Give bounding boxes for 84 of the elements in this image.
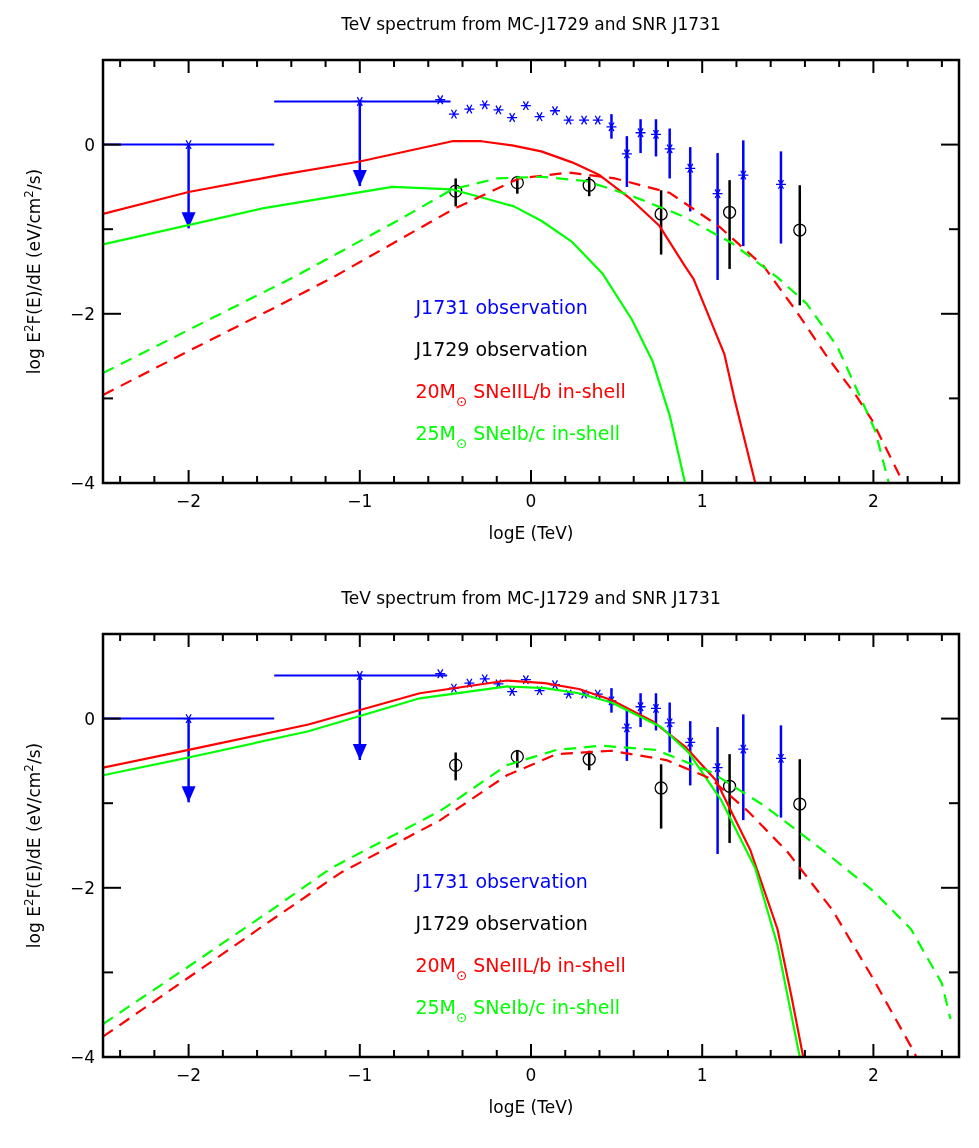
text: 25M$_{⊙}$ SNeIb/c in-shell — [415, 995, 621, 1025]
point — [520, 100, 532, 111]
x-tick-label: 1 — [696, 1065, 708, 1085]
y-tick-label: 0 — [84, 708, 95, 729]
x-tick-label: 0 — [525, 1065, 537, 1085]
y-tick-label: −4 — [69, 1047, 95, 1067]
y-tick-label: −2 — [69, 303, 95, 324]
point — [463, 104, 476, 115]
point — [711, 188, 724, 199]
point — [448, 683, 460, 694]
point — [479, 673, 491, 684]
point — [793, 797, 807, 811]
point — [549, 105, 561, 116]
point — [650, 703, 662, 714]
point — [549, 679, 561, 690]
y-tick-label: −4 — [69, 473, 95, 493]
point — [684, 163, 696, 174]
point — [492, 678, 505, 689]
text: J1731 observation — [414, 295, 588, 318]
point — [634, 127, 647, 138]
point — [711, 762, 724, 773]
point — [664, 143, 676, 154]
point — [182, 139, 195, 150]
x-tick-label: −1 — [347, 491, 373, 511]
point — [793, 223, 807, 237]
point — [533, 685, 546, 696]
point — [634, 701, 647, 712]
point — [182, 713, 195, 724]
point — [354, 96, 366, 107]
point — [479, 99, 491, 110]
x-axis-title: logE (TeV) — [488, 1097, 574, 1117]
point — [722, 779, 737, 793]
text: J1729 observation — [414, 911, 588, 934]
point — [737, 744, 749, 755]
y-tick-label: 0 — [84, 134, 95, 155]
x-axis-title: logE (TeV) — [488, 523, 574, 543]
point — [722, 205, 737, 219]
point — [621, 148, 633, 159]
x-tick-label: 2 — [867, 1065, 879, 1085]
point — [775, 179, 787, 190]
point — [510, 750, 524, 764]
point — [737, 170, 749, 181]
point — [592, 689, 604, 700]
point — [621, 722, 633, 733]
point — [492, 104, 505, 115]
point — [592, 115, 604, 126]
point — [578, 115, 590, 126]
x-tick-label: −2 — [176, 491, 202, 511]
text: 25M$_{⊙}$ SNeIb/c in-shell — [415, 421, 621, 451]
point — [448, 109, 460, 120]
point — [463, 678, 476, 689]
x-tick-label: 1 — [696, 491, 708, 511]
point — [506, 112, 518, 123]
point — [533, 111, 546, 122]
point — [449, 184, 463, 198]
point — [654, 781, 668, 795]
point — [506, 686, 518, 697]
point — [510, 176, 524, 190]
point — [354, 670, 366, 681]
point — [582, 178, 596, 192]
point — [563, 115, 575, 126]
text: J1731 observation — [414, 869, 588, 892]
point — [650, 129, 662, 140]
text: 20M$_{⊙}$ SNeIIL/b in-shell — [415, 953, 626, 983]
point — [563, 689, 575, 700]
text: 20M$_{⊙}$ SNeIIL/b in-shell — [415, 379, 626, 409]
point — [520, 674, 532, 685]
point — [664, 717, 676, 728]
point — [582, 752, 596, 766]
x-tick-label: −2 — [176, 1065, 202, 1085]
x-tick-label: 2 — [867, 491, 879, 511]
text: J1729 observation — [414, 337, 588, 360]
chart-title: TeV spectrum from MC-J1729 and SNR J1731 — [340, 14, 721, 34]
point — [684, 737, 696, 748]
point — [605, 121, 618, 132]
point — [449, 758, 463, 772]
point — [775, 753, 787, 764]
point — [434, 94, 446, 105]
point — [654, 207, 668, 221]
y-tick-label: −2 — [69, 877, 95, 898]
point — [434, 668, 446, 679]
x-tick-label: 0 — [525, 491, 537, 511]
chart-title: TeV spectrum from MC-J1729 and SNR J1731 — [340, 588, 721, 608]
x-tick-label: −1 — [347, 1065, 373, 1085]
